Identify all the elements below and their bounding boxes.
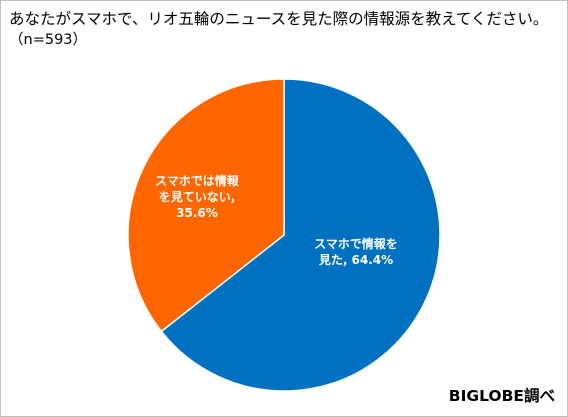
chart-title: あなたがスマホで、リオ五輪のニュースを見た際の情報源を教えてください。 [9, 10, 549, 28]
pie-slice-label-line: 見た, 64.4% [318, 252, 393, 267]
pie-slice-label-line: スマホでは情報 [155, 173, 240, 188]
source-note: BIGLOBE調べ [448, 387, 555, 405]
pie-labels: スマホで情報を見た, 64.4% スマホでは情報を見ていない, 35.6% [155, 173, 398, 267]
pie-slice-label-line: 35.6% [176, 206, 218, 220]
pie-slice-label-1: スマホで情報を見た, 64.4% [314, 236, 398, 267]
pie-slice-label-line: を見ていない, [159, 189, 236, 204]
pie-slice-label-2: スマホでは情報を見ていない, 35.6% [155, 173, 240, 220]
pie-slices [127, 78, 441, 392]
pie-slice-1 [160, 78, 441, 392]
pie-slice-label-line: スマホで情報を [314, 236, 398, 251]
pie-slice-2 [127, 78, 285, 333]
chart-subtitle: （n=593） [9, 32, 88, 48]
